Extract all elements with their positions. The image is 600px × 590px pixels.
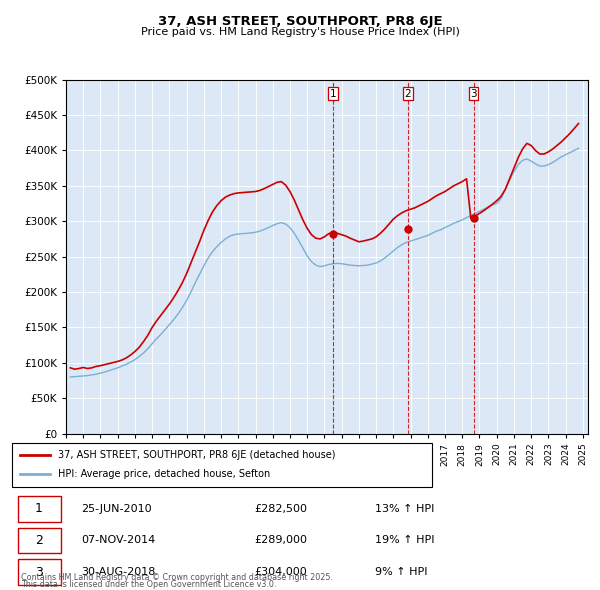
Text: Price paid vs. HM Land Registry's House Price Index (HPI): Price paid vs. HM Land Registry's House … xyxy=(140,27,460,37)
FancyBboxPatch shape xyxy=(12,442,432,487)
FancyBboxPatch shape xyxy=(18,496,61,522)
Text: Contains HM Land Registry data © Crown copyright and database right 2025.: Contains HM Land Registry data © Crown c… xyxy=(21,573,333,582)
Text: 2: 2 xyxy=(404,89,411,99)
FancyBboxPatch shape xyxy=(18,559,61,585)
Text: 9% ↑ HPI: 9% ↑ HPI xyxy=(375,567,427,577)
Text: 30-AUG-2018: 30-AUG-2018 xyxy=(81,567,155,577)
Text: 13% ↑ HPI: 13% ↑ HPI xyxy=(375,504,434,514)
Text: 07-NOV-2014: 07-NOV-2014 xyxy=(81,536,155,545)
Text: £304,000: £304,000 xyxy=(254,567,307,577)
Text: 19% ↑ HPI: 19% ↑ HPI xyxy=(375,536,434,545)
Text: 37, ASH STREET, SOUTHPORT, PR8 6JE: 37, ASH STREET, SOUTHPORT, PR8 6JE xyxy=(158,15,442,28)
Text: 2: 2 xyxy=(35,534,43,547)
Text: £289,000: £289,000 xyxy=(254,536,307,545)
Text: HPI: Average price, detached house, Sefton: HPI: Average price, detached house, Seft… xyxy=(58,470,271,479)
Text: 3: 3 xyxy=(470,89,477,99)
Text: 1: 1 xyxy=(329,89,336,99)
Text: This data is licensed under the Open Government Licence v3.0.: This data is licensed under the Open Gov… xyxy=(21,581,277,589)
Text: 37, ASH STREET, SOUTHPORT, PR8 6JE (detached house): 37, ASH STREET, SOUTHPORT, PR8 6JE (deta… xyxy=(58,450,336,460)
Text: £282,500: £282,500 xyxy=(254,504,307,514)
Text: 3: 3 xyxy=(35,566,43,579)
FancyBboxPatch shape xyxy=(18,527,61,553)
Text: 25-JUN-2010: 25-JUN-2010 xyxy=(81,504,152,514)
Text: 1: 1 xyxy=(35,502,43,515)
